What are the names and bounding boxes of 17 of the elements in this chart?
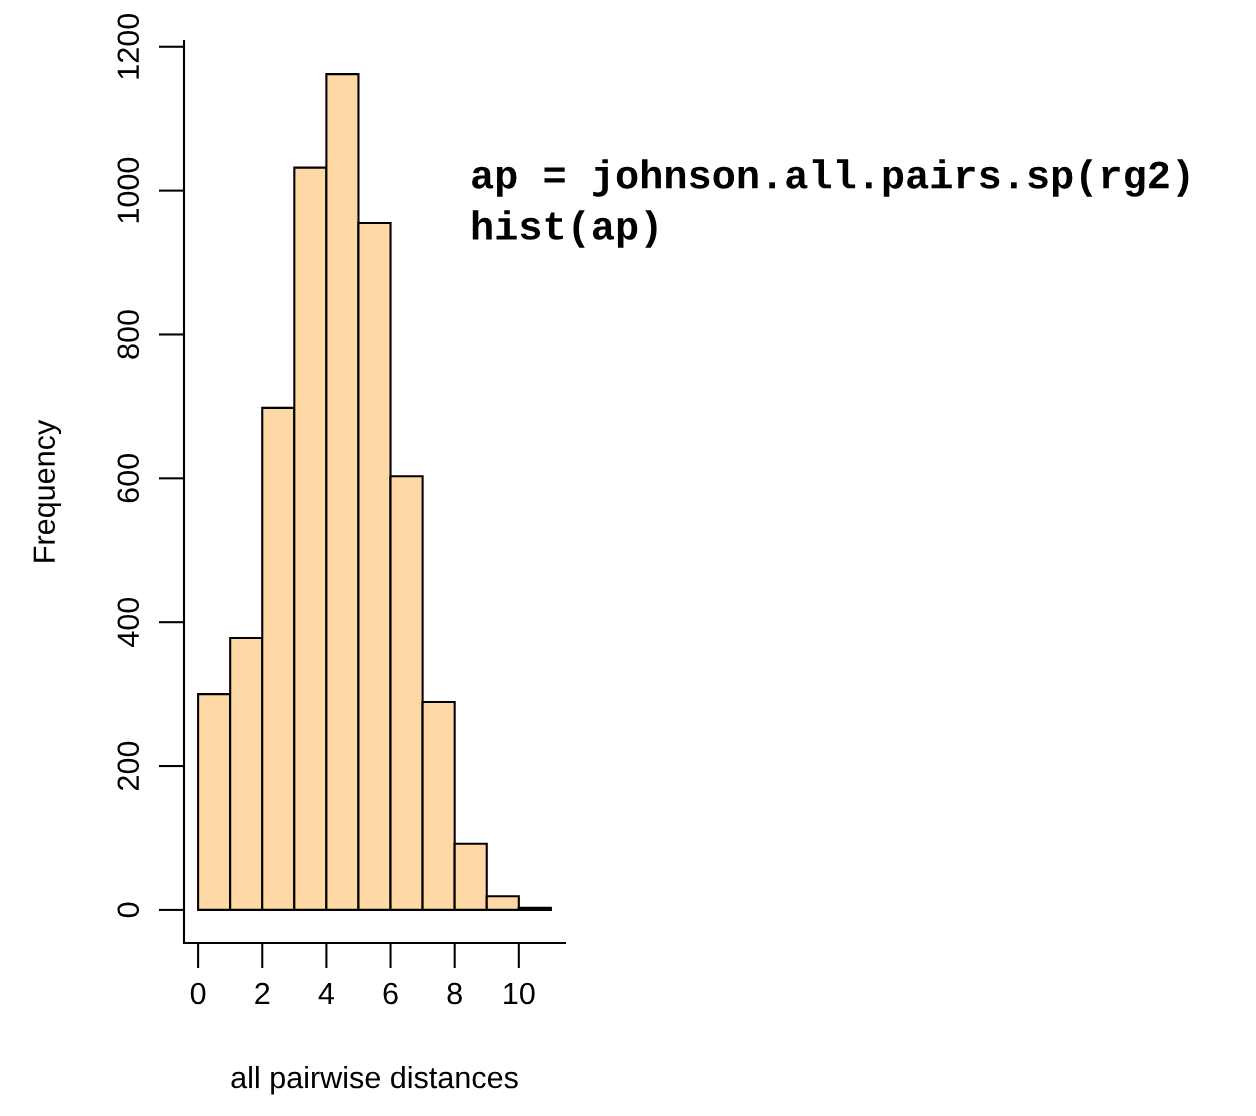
y-tick-label: 600 — [117, 454, 140, 503]
x-tick-label: 0 — [190, 982, 206, 1005]
y-tick-label: 1200 — [117, 13, 140, 79]
annotation: ap = johnson.all.pairs.sp(rg2) — [472, 159, 1189, 197]
y-axis-title: Frequency — [33, 419, 62, 562]
x-tick-label: 2 — [255, 982, 270, 1005]
y-tick-label: 200 — [117, 741, 140, 790]
annotation: hist(ap) — [472, 210, 657, 248]
y-tick-label: 0 — [117, 902, 140, 918]
x-axis-title: all pairwise distances — [231, 1065, 518, 1095]
x-tick-label: 6 — [383, 982, 398, 1005]
y-tick-label: 800 — [117, 310, 140, 359]
x-tick-label: 8 — [447, 982, 462, 1005]
y-tick-label: 400 — [117, 597, 140, 647]
y-tick-label: 1000 — [117, 157, 140, 223]
x-tick-label: 10 — [504, 982, 535, 1005]
x-tick-label: 4 — [318, 983, 334, 1005]
